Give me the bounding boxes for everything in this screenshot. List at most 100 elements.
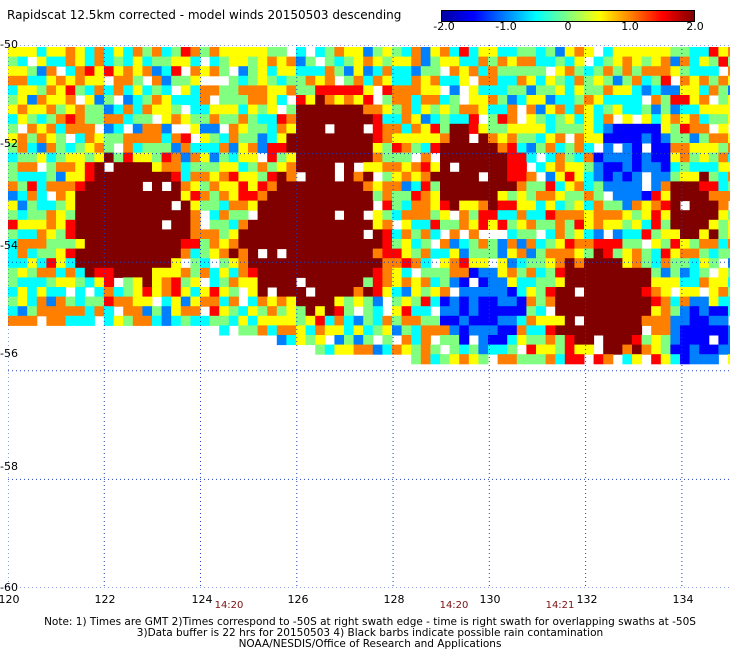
wind-cell — [296, 258, 307, 269]
wind-cell — [401, 104, 412, 115]
wind-cell — [612, 181, 623, 192]
wind-cell — [420, 354, 431, 365]
wind-cell — [286, 335, 297, 346]
wind-cell — [449, 248, 460, 259]
wind-cell — [449, 85, 460, 96]
wind-cell — [27, 152, 38, 163]
wind-cell — [8, 104, 19, 115]
wind-cell — [353, 287, 364, 298]
wind-cell — [516, 239, 527, 250]
wind-cell — [257, 191, 268, 202]
wind-cell — [152, 85, 163, 96]
wind-cell — [180, 152, 191, 163]
wind-cell — [574, 344, 585, 355]
wind-cell — [526, 75, 537, 86]
wind-cell — [286, 229, 297, 240]
wind-cell — [680, 133, 691, 144]
wind-cell — [353, 258, 364, 269]
wind-cell — [363, 85, 374, 96]
wind-cell — [113, 229, 124, 240]
wind-cell — [708, 239, 719, 250]
wind-cell — [622, 239, 633, 250]
wind-cell — [689, 210, 700, 221]
wind-cell — [56, 229, 67, 240]
wind-cell — [593, 248, 604, 259]
wind-cell — [488, 162, 499, 173]
wind-cell — [248, 114, 259, 125]
wind-cell — [670, 152, 681, 163]
wind-cell — [372, 296, 383, 307]
wind-cell — [670, 296, 681, 307]
wind-cell — [689, 258, 700, 269]
wind-cell — [507, 181, 518, 192]
wind-cell — [65, 258, 76, 269]
wind-cell — [699, 143, 710, 154]
wind-cell — [392, 104, 403, 115]
wind-cell — [516, 267, 527, 278]
wind-cell — [651, 335, 662, 346]
wind-cell — [372, 219, 383, 230]
wind-cell — [238, 171, 249, 182]
wind-cell — [516, 248, 527, 259]
wind-cell — [36, 133, 47, 144]
wind-cell — [123, 306, 134, 317]
wind-cell — [536, 200, 547, 211]
wind-cell — [478, 210, 489, 221]
wind-cell — [651, 344, 662, 355]
wind-cell — [564, 85, 575, 96]
wind-cell — [56, 47, 67, 58]
wind-cell — [75, 258, 86, 269]
wind-cell — [708, 191, 719, 202]
wind-cell — [478, 239, 489, 250]
wind-cell — [94, 296, 105, 307]
wind-cell — [46, 181, 57, 192]
wind-cell — [248, 277, 259, 288]
wind-cell — [142, 114, 153, 125]
wind-cell — [612, 296, 623, 307]
wind-cell — [190, 75, 201, 86]
wind-cell — [651, 219, 662, 230]
wind-cell — [238, 229, 249, 240]
wind-cell — [699, 258, 710, 269]
wind-cell — [372, 114, 383, 125]
wind-cell — [401, 85, 412, 96]
wind-cell — [8, 267, 19, 278]
wind-cell — [296, 210, 307, 221]
wind-cell — [123, 248, 134, 259]
wind-cell — [689, 191, 700, 202]
wind-cell — [564, 248, 575, 259]
wind-cell — [430, 191, 441, 202]
wind-cell — [27, 296, 38, 307]
wind-cell — [123, 200, 134, 211]
wind-cell — [104, 66, 115, 77]
wind-cell — [459, 210, 470, 221]
wind-cell — [305, 104, 316, 115]
wind-cell — [257, 95, 268, 106]
wind-cell — [401, 335, 412, 346]
wind-cell — [632, 123, 643, 134]
wind-cell — [660, 219, 671, 230]
wind-cell — [689, 229, 700, 240]
wind-cell — [411, 66, 422, 77]
wind-cell — [728, 191, 730, 202]
wind-cell — [516, 152, 527, 163]
wind-cell — [411, 200, 422, 211]
wind-cell — [411, 306, 422, 317]
wind-cell — [334, 306, 345, 317]
wind-cell — [161, 85, 172, 96]
wind-cell — [209, 315, 220, 326]
wind-cell — [401, 296, 412, 307]
wind-cell — [161, 123, 172, 134]
wind-cell — [161, 66, 172, 77]
wind-cell — [564, 287, 575, 298]
wind-cell — [276, 191, 287, 202]
wind-cell — [651, 354, 662, 365]
wind-cell — [27, 219, 38, 230]
wind-cell — [94, 114, 105, 125]
wind-cell — [238, 258, 249, 269]
wind-cell — [622, 66, 633, 77]
wind-cell — [248, 296, 259, 307]
wind-cell — [209, 277, 220, 288]
wind-cell — [584, 75, 595, 86]
wind-cell — [372, 325, 383, 336]
